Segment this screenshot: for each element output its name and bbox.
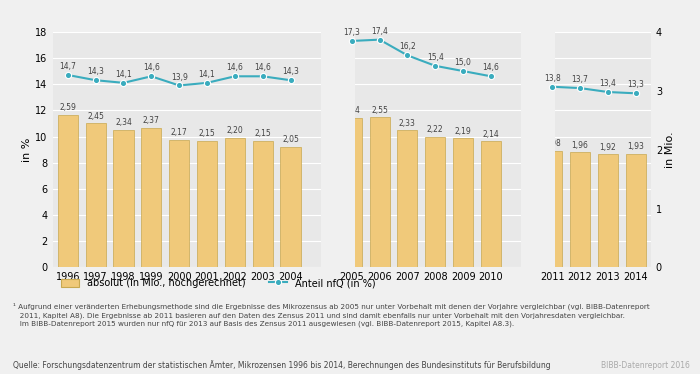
Text: Quelle: Forschungsdatenzentrum der statistischen Ämter, Mikrozensen 1996 bis 201: Quelle: Forschungsdatenzentrum der stati… — [13, 361, 550, 370]
Text: 1,96: 1,96 — [572, 141, 589, 150]
Text: 14,3: 14,3 — [88, 67, 104, 76]
Bar — [522, 32, 555, 267]
Legend: absolut (in Mio., hochgerechnet), Anteil nfQ (in %): absolut (in Mio., hochgerechnet), Anteil… — [57, 275, 379, 292]
Bar — [197, 141, 217, 267]
Text: ¹ Aufgrund einer veränderten Erhebungsmethode sind die Ergebnisse des Mikrozensu: ¹ Aufgrund einer veränderten Erhebungsme… — [13, 303, 650, 328]
Text: 14,1: 14,1 — [115, 70, 132, 79]
Bar — [425, 137, 445, 267]
Bar — [342, 118, 362, 267]
Text: BIBB-Datenreport 2016: BIBB-Datenreport 2016 — [601, 361, 690, 370]
Bar — [113, 129, 134, 267]
Text: 14,6: 14,6 — [482, 63, 499, 73]
Text: 2,54: 2,54 — [343, 107, 360, 116]
Text: 2,19: 2,19 — [455, 127, 472, 136]
Text: 13,4: 13,4 — [599, 79, 616, 88]
Bar — [598, 154, 618, 267]
Bar — [570, 152, 590, 267]
Y-axis label: in Mio.: in Mio. — [665, 131, 675, 168]
Text: 15,4: 15,4 — [427, 53, 444, 62]
Bar — [169, 140, 189, 267]
Bar — [141, 128, 161, 267]
Bar — [321, 32, 355, 267]
Bar — [481, 141, 501, 267]
Text: 2,33: 2,33 — [399, 119, 416, 128]
Text: 2,37: 2,37 — [143, 116, 160, 125]
Text: 1,92: 1,92 — [599, 143, 616, 152]
Bar — [370, 117, 390, 267]
Bar — [281, 147, 300, 267]
Text: 14,3: 14,3 — [282, 67, 299, 76]
Bar — [398, 130, 417, 267]
Text: 17,4: 17,4 — [371, 27, 388, 36]
Text: 2,15: 2,15 — [254, 129, 271, 138]
Text: 2,34: 2,34 — [115, 118, 132, 127]
Text: 16,2: 16,2 — [399, 42, 416, 51]
Text: 2,59: 2,59 — [60, 104, 76, 113]
Y-axis label: in %: in % — [22, 137, 32, 162]
Text: 14,6: 14,6 — [254, 63, 271, 73]
Text: 15,0: 15,0 — [455, 58, 472, 67]
Text: 14,1: 14,1 — [199, 70, 216, 79]
Text: 14,7: 14,7 — [60, 62, 76, 71]
Text: 13,7: 13,7 — [572, 75, 589, 84]
Text: 13,8: 13,8 — [544, 74, 561, 83]
Text: 1,98: 1,98 — [544, 140, 561, 148]
Text: 1,93: 1,93 — [627, 142, 644, 151]
Text: 2,05: 2,05 — [282, 135, 299, 144]
Bar — [85, 123, 106, 267]
Text: 2,22: 2,22 — [427, 125, 444, 134]
Text: 2,15: 2,15 — [199, 129, 216, 138]
Bar — [542, 151, 562, 267]
Text: 2,45: 2,45 — [88, 112, 104, 121]
Bar — [225, 138, 245, 267]
Text: 13,9: 13,9 — [171, 73, 188, 82]
Text: 2,20: 2,20 — [227, 126, 243, 135]
Text: 14,6: 14,6 — [226, 63, 244, 73]
Bar — [453, 138, 473, 267]
Text: 17,3: 17,3 — [343, 28, 360, 37]
Text: 13,3: 13,3 — [627, 80, 644, 89]
Bar — [253, 141, 273, 267]
Text: 2,14: 2,14 — [482, 130, 499, 139]
Bar — [626, 154, 645, 267]
Text: 14,6: 14,6 — [143, 63, 160, 73]
Bar — [58, 115, 78, 267]
Text: 2,55: 2,55 — [371, 106, 388, 115]
Text: 2,17: 2,17 — [171, 128, 188, 137]
